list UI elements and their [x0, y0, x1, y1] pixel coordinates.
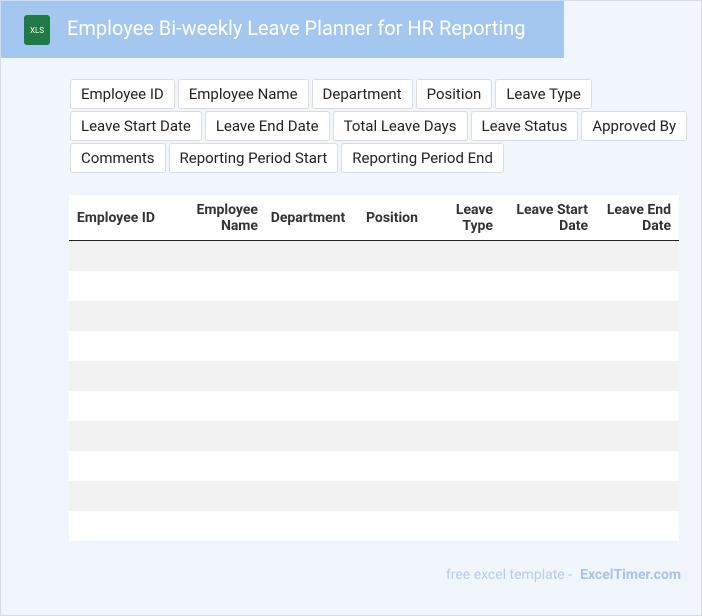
column-header: Leave Type — [455, 201, 493, 234]
column-header: Department — [270, 209, 346, 226]
tag[interactable]: Reporting Period End — [341, 143, 504, 173]
tag[interactable]: Total Leave Days — [332, 111, 468, 141]
column-header: Position — [366, 209, 418, 226]
tag-list: Employee ID Employee Name Department Positi… — [70, 79, 688, 173]
tag[interactable]: Employee ID — [70, 79, 175, 109]
table-row — [69, 391, 679, 421]
table-row — [69, 361, 679, 391]
table-row — [69, 301, 679, 331]
column-header: Leave End Date — [606, 201, 671, 234]
column-header: Leave Start Date — [516, 201, 588, 234]
tag[interactable]: Leave Status — [470, 111, 579, 141]
table-row — [69, 481, 679, 511]
footer-link[interactable]: ExcelTimer.com — [580, 567, 681, 583]
column-header: Employee ID — [76, 209, 155, 226]
tag[interactable]: Position — [415, 79, 493, 109]
tag[interactable]: Comments — [70, 143, 166, 173]
table-row — [69, 241, 679, 271]
tag[interactable]: Leave Start Date — [70, 111, 202, 141]
table-row — [69, 331, 679, 361]
tag[interactable]: Approved By — [581, 111, 688, 141]
icon-label: XLS — [29, 26, 45, 35]
table-row — [69, 451, 679, 481]
tag[interactable]: Employee Name — [177, 79, 309, 109]
title: Employee Bi-weekly Leave Planner for HR … — [67, 16, 526, 40]
footer-text: free excel template - — [445, 567, 573, 583]
header: XLS Employee Bi-weekly Leave Planner for… — [1, 1, 564, 58]
file-icon: XLS — [24, 15, 50, 45]
table-row — [69, 271, 679, 301]
table-row — [69, 421, 679, 451]
tag[interactable]: Department — [311, 79, 413, 109]
tag[interactable]: Reporting Period Start — [168, 143, 339, 173]
table-header: Employee ID Employee Name Department Positi… — [69, 195, 679, 241]
tag[interactable]: Leave End Date — [204, 111, 330, 141]
table: Employee ID Employee Name Department Positi… — [69, 195, 679, 541]
footer: free excel template - ExcelTimer.com — [446, 567, 681, 583]
column-header: Employee Name — [196, 201, 258, 234]
table-row — [69, 511, 679, 541]
table-body — [69, 241, 679, 541]
tag[interactable]: Leave Type — [495, 79, 592, 109]
